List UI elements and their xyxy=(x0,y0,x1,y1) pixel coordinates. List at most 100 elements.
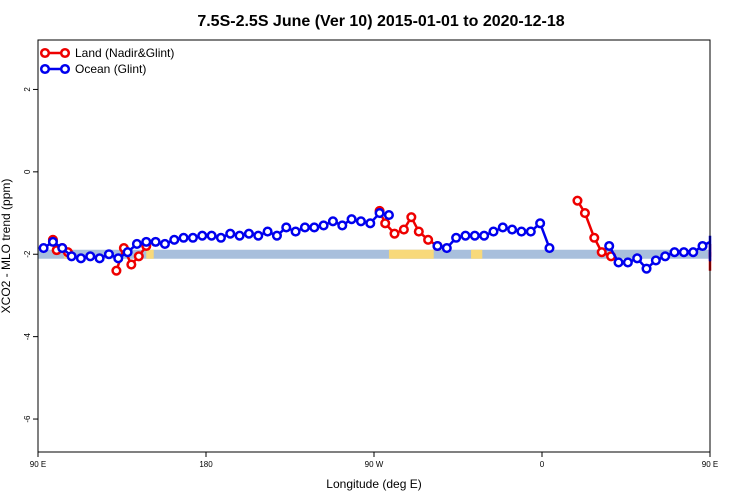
data-point xyxy=(622,257,633,268)
data-point xyxy=(579,207,590,219)
data-point xyxy=(469,230,480,241)
data-point xyxy=(389,228,400,239)
data-point xyxy=(641,263,652,274)
y-tick-label: 0 xyxy=(23,169,32,174)
data-point xyxy=(479,230,490,241)
data-point xyxy=(355,216,366,227)
surface-band-land xyxy=(388,249,434,259)
y-axis-label: XCO2 - MLO trend (ppm) xyxy=(0,179,13,314)
data-point xyxy=(380,218,391,229)
data-point xyxy=(507,224,518,235)
y-tick-label: -6 xyxy=(23,415,32,423)
series-layer xyxy=(38,195,712,276)
data-point xyxy=(262,226,273,237)
x-axis: 90 E 180 90 W 0 90 E xyxy=(30,452,718,469)
data-point xyxy=(206,230,217,241)
data-point xyxy=(66,251,77,262)
chart-title: 7.5S-2.5S June (Ver 10) 2015-01-01 to 20… xyxy=(197,13,564,30)
data-point xyxy=(111,265,122,276)
data-point xyxy=(604,240,615,252)
data-point xyxy=(141,236,152,247)
y-tick-label: -4 xyxy=(23,333,32,341)
data-point xyxy=(697,240,708,252)
legend-marker xyxy=(39,63,51,75)
data-point xyxy=(374,207,385,219)
y-axis: 2 0 -2 -4 -6 xyxy=(23,87,38,423)
data-point xyxy=(327,216,338,227)
data-point xyxy=(650,255,661,266)
data-point xyxy=(309,222,320,233)
data-point xyxy=(113,253,124,264)
data-point xyxy=(589,232,600,243)
data-point xyxy=(678,247,689,258)
data-point xyxy=(613,257,624,268)
data-point xyxy=(488,226,499,237)
x-tick-label: 0 xyxy=(540,460,545,469)
data-point xyxy=(516,226,527,237)
data-point xyxy=(75,253,86,264)
data-point xyxy=(423,234,434,245)
surface-band-land xyxy=(471,249,483,259)
x-tick-label: 90 E xyxy=(30,460,46,469)
data-point xyxy=(38,243,49,254)
data-point xyxy=(243,228,254,239)
data-point xyxy=(85,251,96,262)
x-tick-label: 180 xyxy=(199,460,213,469)
data-point xyxy=(150,236,161,247)
data-point xyxy=(572,195,583,206)
data-point xyxy=(299,222,310,233)
x-tick-label: 90 E xyxy=(702,460,718,469)
data-point xyxy=(126,259,137,270)
data-point xyxy=(290,226,301,237)
data-point xyxy=(632,253,643,264)
data-point xyxy=(225,228,236,239)
data-point xyxy=(271,230,282,241)
data-point xyxy=(122,247,133,258)
x-tick-label: 90 W xyxy=(365,460,384,469)
data-point xyxy=(398,224,409,235)
data-point xyxy=(596,247,607,258)
legend-item-land: Land (Nadir&Glint) xyxy=(39,46,174,60)
series-ocean xyxy=(38,207,712,274)
data-point xyxy=(197,230,208,241)
data-point xyxy=(688,247,699,258)
legend-marker xyxy=(59,63,71,75)
data-point xyxy=(337,220,348,231)
data-point xyxy=(47,236,58,247)
data-point xyxy=(57,243,68,254)
data-point xyxy=(413,226,424,237)
data-point xyxy=(159,238,170,249)
legend-item-ocean: Ocean (Glint) xyxy=(39,62,146,76)
data-point xyxy=(318,220,329,231)
surface-band-ocean xyxy=(38,249,710,259)
data-point xyxy=(234,230,245,241)
data-point xyxy=(451,232,462,243)
data-point xyxy=(94,253,105,264)
legend-label: Land (Nadir&Glint) xyxy=(75,46,174,60)
x-axis-label: Longitude (deg E) xyxy=(326,477,421,491)
data-point xyxy=(460,230,471,241)
data-point xyxy=(660,251,671,262)
surface-band-land xyxy=(146,249,154,259)
legend: Land (Nadir&Glint) Ocean (Glint) xyxy=(39,46,174,76)
data-point xyxy=(432,240,443,252)
data-point xyxy=(497,222,508,233)
y-tick-label: -2 xyxy=(23,250,32,258)
data-point xyxy=(169,234,180,245)
data-point xyxy=(215,232,226,243)
data-point xyxy=(441,243,452,254)
data-point xyxy=(544,243,555,254)
data-point xyxy=(525,226,536,237)
legend-marker xyxy=(59,47,71,59)
data-point xyxy=(365,218,376,229)
legend-label: Ocean (Glint) xyxy=(75,62,146,76)
data-point xyxy=(669,247,680,258)
data-point xyxy=(133,251,144,262)
data-point xyxy=(253,230,264,241)
data-point xyxy=(535,218,546,229)
legend-marker xyxy=(39,47,51,59)
data-point xyxy=(383,210,394,221)
data-point xyxy=(131,238,142,249)
data-point xyxy=(281,222,292,233)
